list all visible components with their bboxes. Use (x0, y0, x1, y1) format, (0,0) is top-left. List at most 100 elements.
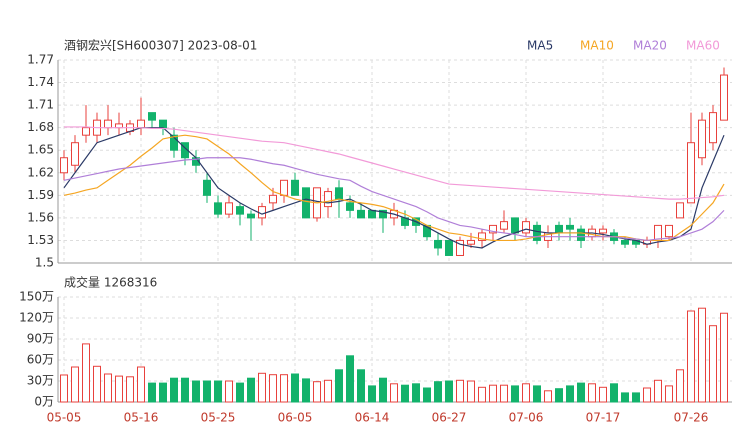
candle-body (434, 239, 442, 249)
volume-bar (247, 377, 255, 403)
volume-bar (225, 380, 233, 403)
volume-bar (676, 369, 684, 403)
candle-body (291, 179, 299, 196)
volume-bar (269, 374, 277, 403)
legend-label: MA5 (527, 39, 553, 53)
y-tick-label: 1.74 (27, 75, 54, 89)
volume-bar (390, 383, 398, 403)
candle-body (566, 224, 574, 230)
y-tick-label: 1.68 (27, 120, 54, 134)
volume-bar (93, 365, 101, 403)
candle-body (709, 112, 717, 144)
candle-body (302, 187, 310, 219)
candle-body (599, 228, 607, 234)
y-tick-label: 1.56 (27, 210, 54, 224)
volume-bar (170, 377, 178, 403)
candle-body (489, 224, 497, 234)
candle-body (577, 228, 585, 241)
volume-bar (379, 377, 387, 403)
y-tick-label: 1.71 (27, 98, 54, 112)
x-tick-label: 07-17 (586, 411, 621, 425)
volume-bar (434, 381, 442, 403)
y-tick-label: 90万 (27, 332, 54, 346)
volume-bar (489, 384, 497, 403)
x-tick-label: 06-14 (355, 411, 390, 425)
ma-line (63, 157, 725, 242)
volume-bar (335, 369, 343, 403)
candle-body (203, 179, 211, 196)
candle-body (555, 224, 563, 234)
volume-bar (511, 385, 519, 403)
volume-bar (82, 343, 90, 403)
y-tick-label: 1.59 (27, 188, 54, 202)
volume-bar (478, 386, 486, 403)
volume-bar (456, 379, 464, 403)
candle-body (720, 74, 728, 121)
candle-body (346, 202, 354, 211)
y-tick-label: 1.77 (27, 53, 54, 67)
volume-bar (313, 381, 321, 403)
legend-label: MA60 (686, 39, 720, 53)
volume-bar (346, 355, 354, 403)
volume-bar (148, 382, 156, 403)
candle-body (368, 209, 376, 219)
volume-bar (698, 307, 706, 403)
volume-bar (423, 387, 431, 403)
candle-body (335, 187, 343, 200)
candle-body (621, 239, 629, 245)
volume-bar (588, 383, 596, 403)
volume-bar (621, 392, 629, 403)
candle-body (379, 209, 387, 219)
volume-bar (401, 384, 409, 403)
volume-bar (566, 385, 574, 403)
candle-body (533, 224, 541, 241)
chart-title: 酒钢宏兴[SH600307] 2023-08-01 (64, 38, 257, 53)
candle-body (225, 202, 233, 215)
candle-body (71, 142, 79, 166)
volume-bar (544, 390, 552, 403)
volume-bar (71, 366, 79, 403)
x-tick-label: 07-06 (509, 411, 544, 425)
volume-bar (599, 386, 607, 403)
candle-body (269, 194, 277, 204)
candle-body (236, 206, 244, 215)
candle-body (137, 119, 145, 129)
candle-body (511, 217, 519, 234)
candle-body (698, 119, 706, 159)
volume-bar (555, 388, 563, 403)
x-tick-label: 05-05 (47, 411, 82, 425)
candle-body (60, 157, 68, 174)
volume-bar (368, 385, 376, 403)
volume-bar (60, 374, 68, 403)
candle-body (478, 232, 486, 241)
ma-line (63, 127, 725, 249)
volume-title: 成交量 1268316 (64, 275, 157, 290)
x-tick-label: 06-05 (278, 411, 313, 425)
x-tick-label: 06-27 (432, 411, 467, 425)
volume-bar (115, 375, 123, 403)
y-tick-label: 30万 (27, 374, 54, 388)
legend-label: MA10 (580, 39, 614, 53)
volume-bar (412, 383, 420, 403)
x-tick-label: 07-26 (674, 411, 709, 425)
candle-body (148, 112, 156, 121)
candle-body (445, 239, 453, 256)
candle-body (280, 179, 288, 196)
volume-bar (126, 376, 134, 403)
candle-body (159, 119, 167, 129)
volume-bar (445, 380, 453, 403)
candle-body (357, 209, 365, 219)
legend-label: MA20 (633, 39, 667, 53)
x-tick-label: 05-16 (124, 411, 159, 425)
y-tick-label: 60万 (27, 353, 54, 367)
volume-bar (192, 380, 200, 403)
y-tick-label: 0万 (34, 395, 54, 409)
candle-body (181, 142, 189, 159)
volume-bar (357, 369, 365, 403)
candle-body (687, 142, 695, 204)
volume-bar (236, 382, 244, 403)
volume-bar (522, 383, 530, 403)
y-tick-label: 120万 (19, 311, 54, 325)
